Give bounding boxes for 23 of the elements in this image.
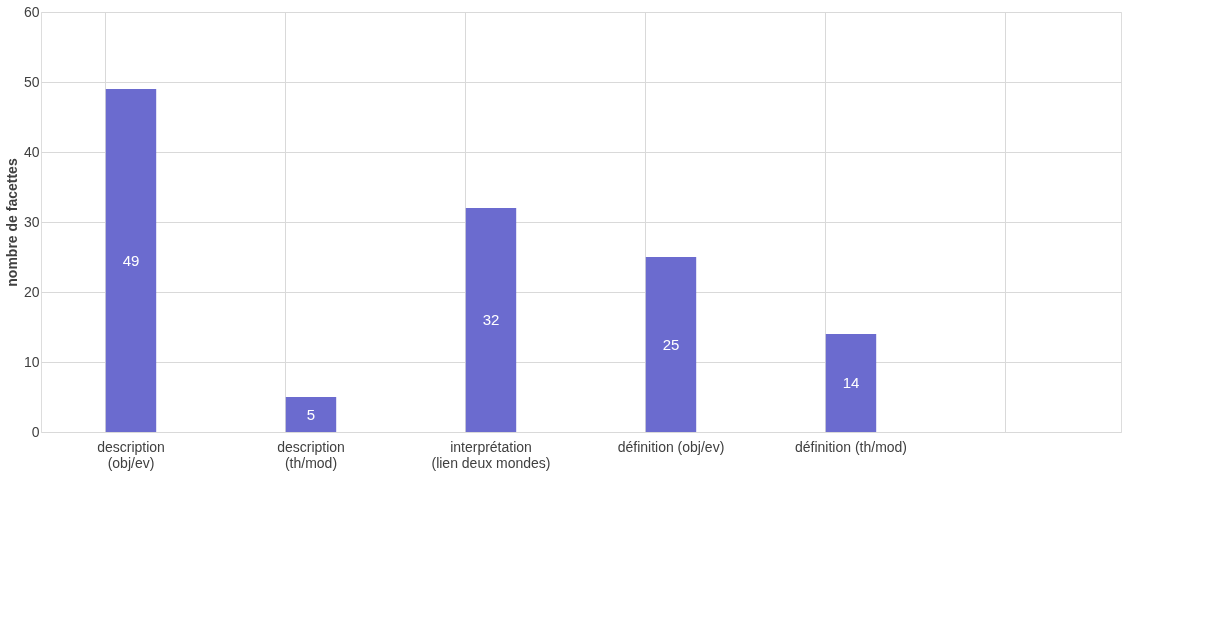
bar — [465, 208, 517, 432]
data-label: 25 — [662, 335, 680, 353]
y-tick-label: 0 — [31, 423, 40, 440]
y-tick-label: 30 — [23, 213, 40, 230]
bar — [645, 257, 697, 432]
y-axis-title: nombre de facettes — [3, 158, 20, 287]
x-tick-label: description (obj/ev) — [97, 438, 165, 471]
data-label: 49 — [122, 251, 140, 269]
bar — [285, 397, 337, 432]
x-tick-label: description (th/mod) — [277, 438, 345, 471]
data-label: 32 — [482, 311, 500, 328]
bar — [105, 89, 157, 432]
data-label: 5 — [306, 405, 316, 423]
y-tick-label: 60 — [23, 3, 40, 20]
bar — [825, 334, 877, 432]
y-tick-label: 50 — [23, 73, 40, 90]
x-tick-label: interprétation (lien deux mondes) — [431, 438, 551, 471]
y-tick-label: 40 — [23, 143, 40, 160]
x-tick-label: définition (th/mod) — [794, 438, 908, 455]
y-tick-label: 20 — [23, 283, 40, 300]
x-tick-label: définition (obj/ev) — [617, 438, 725, 455]
data-label: 14 — [842, 374, 860, 391]
y-tick-label: 10 — [23, 353, 40, 370]
